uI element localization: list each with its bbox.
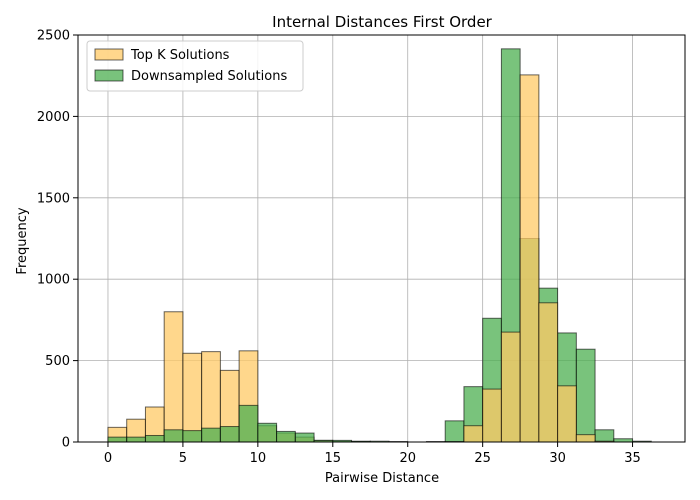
legend-box (86, 40, 304, 92)
histogram-bar (182, 352, 203, 443)
histogram-bar (238, 404, 259, 443)
histogram-bar (463, 425, 484, 443)
x-tick-label: 15 (325, 451, 342, 466)
y-axis-label: Frequency (15, 207, 30, 274)
x-tick-label: 20 (399, 451, 416, 466)
histogram-bar (444, 420, 465, 443)
histogram-bar (294, 432, 315, 443)
x-axis-label: Pairwise Distance (325, 471, 439, 486)
legend-label: Top K Solutions (130, 48, 230, 63)
histogram-bar (257, 422, 278, 443)
histogram-bar (519, 74, 540, 443)
x-tick-label: 25 (474, 451, 491, 466)
legend-swatch (94, 48, 124, 61)
histogram-bar (182, 430, 203, 443)
histogram-bar (482, 388, 502, 443)
histogram-bar (575, 434, 596, 443)
histogram-bar (538, 302, 559, 443)
y-tick-label: 2000 (37, 110, 70, 125)
histogram-bar (107, 436, 128, 443)
x-tick-label: 35 (624, 451, 641, 466)
histogram-bar (144, 434, 165, 443)
legend: Top K Solutions Downsampled Solutions (86, 40, 304, 92)
y-tick-label: 2500 (37, 29, 70, 44)
histogram-bar (163, 311, 184, 443)
y-tick-label: 1500 (37, 191, 70, 206)
x-tick-label: 30 (549, 451, 566, 466)
histogram-bar (594, 429, 615, 443)
bars (107, 48, 652, 443)
plot-frame (77, 34, 686, 443)
histogram-bar (126, 436, 146, 443)
x-tick-label: 0 (104, 451, 112, 466)
histogram-bar (276, 430, 296, 443)
axes: 0 5 10 15 20 25 30 35 0 500 1000 1500 2000 2500 (37, 29, 686, 466)
histogram-bar (500, 331, 521, 443)
histogram-bar (219, 426, 240, 443)
legend-label: Downsampled Solutions (131, 69, 287, 84)
histogram-bar (163, 429, 184, 443)
histogram-bar (557, 385, 577, 443)
x-tick-label: 10 (250, 451, 267, 466)
histogram-bar (575, 348, 596, 443)
legend-swatch (94, 69, 124, 82)
chart-title: Internal Distances First Order (272, 13, 493, 31)
x-tick-label: 5 (179, 451, 187, 466)
y-tick-label: 500 (45, 354, 70, 369)
y-tick-label: 1000 (37, 273, 70, 288)
y-tick-label: 0 (62, 436, 70, 451)
series-2 (444, 74, 615, 443)
histogram-bar (201, 427, 221, 443)
